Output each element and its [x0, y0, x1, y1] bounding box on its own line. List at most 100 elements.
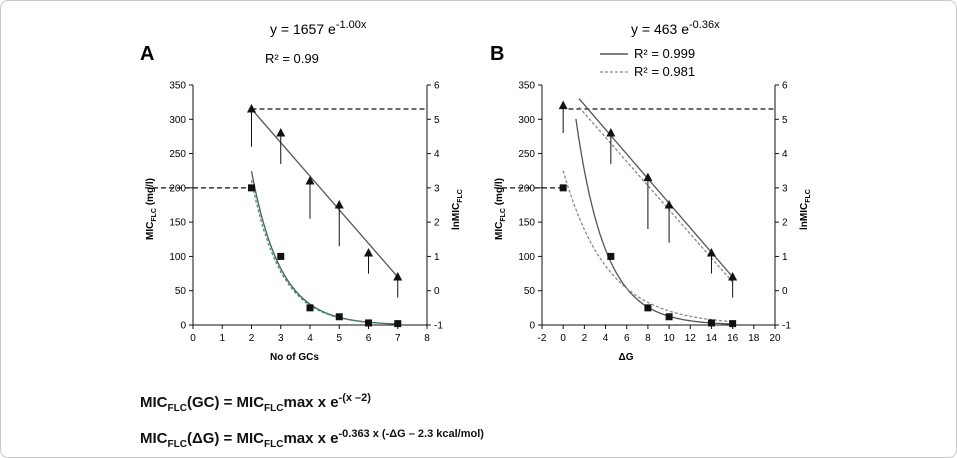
data-point-triangle: [334, 200, 344, 209]
y-axis-label-left: MICFLC (mg/l): [145, 178, 158, 240]
x-tick-label: 6: [624, 333, 630, 344]
data-point-square: [644, 304, 652, 312]
data-point-square: [729, 320, 737, 328]
formula-gc-part-d: FLC: [264, 403, 284, 414]
x-tick-label: 10: [664, 333, 676, 344]
formula-dg-part-e: max x e: [283, 430, 339, 447]
y-right-tick-label: 5: [434, 115, 440, 126]
y-axis-label-left: MICFLC (mg/l): [494, 178, 507, 240]
y-right-tick-label: 0: [434, 286, 440, 297]
data-point-triangle: [664, 200, 674, 209]
y-left-tick-label: 50: [175, 286, 187, 297]
fit-curve: [575, 118, 735, 325]
x-tick-label: 6: [366, 333, 372, 344]
formula-gc-part-c: (GC) = MIC: [186, 394, 265, 411]
data-point-triangle: [643, 172, 653, 182]
formula-dg-part-b: FLC: [167, 439, 187, 450]
x-tick-label: 14: [706, 333, 718, 344]
data-point-square: [559, 184, 567, 192]
y-right-tick-label: -1: [782, 321, 791, 332]
x-tick-label: 18: [748, 333, 760, 344]
y-left-tick-label: 250: [169, 149, 186, 160]
y-right-tick-label: 0: [782, 286, 788, 297]
data-point-square: [277, 252, 285, 260]
formula-dg-part-f: -0.363 x (-ΔG – 2.3 kcal/mol): [338, 428, 484, 440]
y-right-tick-label: 4: [782, 149, 788, 160]
data-point-square: [248, 184, 255, 192]
data-point-square: [335, 313, 343, 321]
y-axis-label-right: lnMICFLC: [451, 189, 464, 230]
data-point-triangle: [393, 272, 403, 281]
y-left-tick-label: 150: [169, 218, 186, 229]
y-right-tick-label: 6: [782, 81, 788, 92]
y-right-tick-label: 2: [782, 218, 788, 229]
y-left-tick-label: 50: [524, 286, 536, 297]
data-point-square: [306, 304, 314, 312]
formula-dg: MICFLC(ΔG) = MICFLCmax x e-0.363 x (-ΔG …: [140, 428, 484, 450]
r-squared-label: R² = 0.981: [634, 64, 695, 79]
panel-label: B: [490, 43, 504, 65]
fit-curve: [250, 180, 400, 325]
y-left-tick-label: 200: [518, 183, 535, 194]
fit-equation: y = 463 e-0.36x: [631, 19, 720, 37]
x-tick-label: 1: [219, 333, 225, 344]
y-right-tick-label: 6: [434, 81, 440, 92]
y-left-tick-label: 100: [518, 252, 535, 263]
x-tick-label: 20: [769, 333, 781, 344]
x-tick-label: -2: [538, 333, 547, 344]
x-tick-label: 2: [249, 333, 255, 344]
formula-dg-part-d: FLC: [263, 439, 284, 450]
y-left-tick-label: 250: [518, 149, 535, 160]
y-left-tick-label: 300: [169, 115, 186, 126]
y-left-tick-label: 0: [529, 321, 535, 332]
y-right-tick-label: 4: [434, 149, 440, 160]
formula-gc-part-b: FLC: [167, 403, 187, 414]
y-right-tick-label: 2: [434, 218, 440, 229]
data-point-square: [394, 320, 402, 328]
y-right-tick-label: 5: [782, 115, 788, 126]
fit-curve: [250, 171, 400, 325]
formula-gc-part-f: -(x –2): [338, 392, 371, 404]
formula-dg-part-a: MIC: [140, 430, 168, 447]
fit-curve: [578, 98, 734, 278]
fit-equation: y = 1657 e-1.00x: [270, 19, 367, 37]
y-left-tick-label: 0: [180, 321, 186, 332]
data-point-square: [365, 319, 372, 327]
fit-curve: [578, 106, 734, 283]
x-axis-label: No of GCs: [270, 352, 319, 363]
x-tick-label: 0: [190, 333, 196, 344]
x-tick-label: 3: [278, 333, 284, 344]
y-right-tick-label: 1: [782, 252, 788, 263]
x-axis-label: ΔG: [619, 352, 634, 363]
y-left-tick-label: 200: [169, 183, 186, 194]
y-right-tick-label: 3: [434, 183, 440, 194]
data-point-triangle: [558, 100, 568, 110]
fit-curve: [251, 108, 399, 278]
y-left-tick-label: 300: [518, 115, 535, 126]
x-tick-label: 8: [645, 333, 651, 344]
formula-gc: MICFLC(GC) = MICFLCmax x e-(x –2): [140, 392, 371, 414]
x-tick-label: 4: [307, 333, 313, 344]
fit-curve: [562, 170, 735, 323]
data-point-triangle: [276, 128, 286, 137]
y-right-tick-label: 3: [782, 183, 788, 194]
formula-gc-part-e: max x e: [283, 394, 339, 411]
x-tick-label: 2: [582, 333, 588, 344]
x-tick-label: 4: [603, 333, 609, 344]
y-left-tick-label: 100: [169, 252, 186, 263]
y-right-tick-label: 1: [434, 252, 440, 263]
y-left-tick-label: 350: [169, 81, 186, 92]
data-point-triangle: [305, 176, 315, 185]
data-point-square: [665, 313, 673, 321]
data-point-triangle: [364, 248, 373, 257]
x-tick-label: 8: [424, 333, 430, 344]
data-point-triangle: [728, 272, 738, 281]
r-squared-label: R² = 0.999: [634, 46, 695, 61]
data-point-square: [707, 319, 715, 327]
x-tick-label: 12: [685, 333, 697, 344]
y-left-tick-label: 150: [518, 218, 535, 229]
formula-dg-part-c: (ΔG) = MIC: [186, 430, 264, 447]
panel-label: A: [140, 43, 154, 65]
